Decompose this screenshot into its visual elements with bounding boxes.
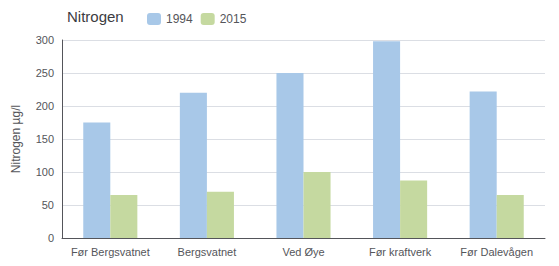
svg-text:50: 50 xyxy=(42,199,54,211)
svg-text:Ved Øye: Ved Øye xyxy=(282,246,324,258)
svg-text:Nitrogen µg/l: Nitrogen µg/l xyxy=(9,105,23,173)
svg-text:1994: 1994 xyxy=(166,12,193,26)
svg-text:Bergsvatnet: Bergsvatnet xyxy=(178,246,237,258)
svg-text:0: 0 xyxy=(48,232,54,244)
svg-text:Før Bergsvatnet: Før Bergsvatnet xyxy=(71,246,150,258)
svg-text:2015: 2015 xyxy=(220,12,247,26)
svg-text:250: 250 xyxy=(36,67,54,79)
svg-text:Før Dalevågen: Før Dalevågen xyxy=(460,246,533,258)
svg-text:300: 300 xyxy=(36,34,54,46)
svg-text:Før kraftverk: Før kraftverk xyxy=(369,246,432,258)
svg-text:150: 150 xyxy=(36,133,54,145)
svg-text:100: 100 xyxy=(36,166,54,178)
svg-text:200: 200 xyxy=(36,100,54,112)
svg-text:Nitrogen: Nitrogen xyxy=(67,8,124,25)
